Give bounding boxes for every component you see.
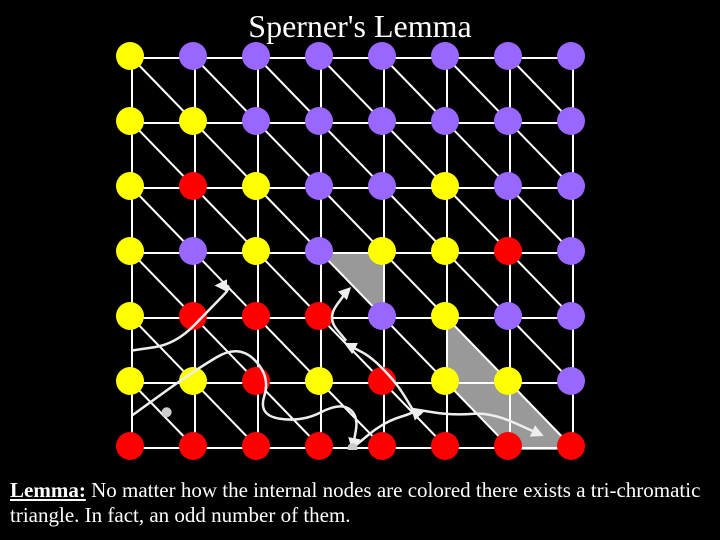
- grid-node: [557, 432, 585, 460]
- grid-node: [242, 367, 270, 395]
- grid-node: [242, 107, 270, 135]
- grid-node: [179, 42, 207, 70]
- grid-node: [557, 367, 585, 395]
- grid-node: [305, 302, 333, 330]
- grid-node: [494, 107, 522, 135]
- grid-node: [305, 42, 333, 70]
- grid-node: [494, 432, 522, 460]
- grid-node: [242, 42, 270, 70]
- grid-node: [368, 107, 396, 135]
- grid-node: [179, 237, 207, 265]
- grid-node: [179, 302, 207, 330]
- grid-node: [242, 302, 270, 330]
- grid-node: [116, 172, 144, 200]
- grid-node: [557, 172, 585, 200]
- grid-node: [431, 237, 459, 265]
- lemma-label: Lemma:: [10, 478, 86, 502]
- grid-node: [305, 237, 333, 265]
- grid-node: [179, 107, 207, 135]
- grid-node: [116, 302, 144, 330]
- grid-node: [557, 107, 585, 135]
- grid-node: [116, 432, 144, 460]
- lemma-statement: Lemma: No matter how the internal nodes …: [10, 478, 710, 528]
- grid-node: [305, 172, 333, 200]
- grid-node: [305, 432, 333, 460]
- grid-node: [179, 432, 207, 460]
- grid-node: [179, 172, 207, 200]
- grid-node: [557, 237, 585, 265]
- grid-node: [179, 367, 207, 395]
- grid-node: [242, 237, 270, 265]
- grid-node: [368, 367, 396, 395]
- sperner-grid: [130, 56, 575, 451]
- grid-node: [557, 42, 585, 70]
- grid-node: [557, 302, 585, 330]
- grid-node: [494, 42, 522, 70]
- grid-node: [368, 237, 396, 265]
- grid-node: [242, 172, 270, 200]
- grid-node: [116, 367, 144, 395]
- grid-node: [431, 367, 459, 395]
- grid-node: [116, 42, 144, 70]
- grid-node: [494, 237, 522, 265]
- grid-node: [431, 172, 459, 200]
- grid-node: [305, 107, 333, 135]
- grid-node: [431, 42, 459, 70]
- page-title: Sperner's Lemma: [0, 0, 720, 45]
- grid-node: [494, 302, 522, 330]
- grid-node: [431, 107, 459, 135]
- grid-node: [368, 42, 396, 70]
- grid-node: [431, 302, 459, 330]
- grid-node: [242, 432, 270, 460]
- grid-node: [116, 107, 144, 135]
- grid-node: [368, 302, 396, 330]
- grid-node: [431, 432, 459, 460]
- grid-node: [494, 367, 522, 395]
- grid-node: [368, 432, 396, 460]
- grid-node: [494, 172, 522, 200]
- lemma-body: No matter how the internal nodes are col…: [10, 478, 700, 527]
- grid-node: [116, 237, 144, 265]
- grid-node: [305, 367, 333, 395]
- grid-node: [368, 172, 396, 200]
